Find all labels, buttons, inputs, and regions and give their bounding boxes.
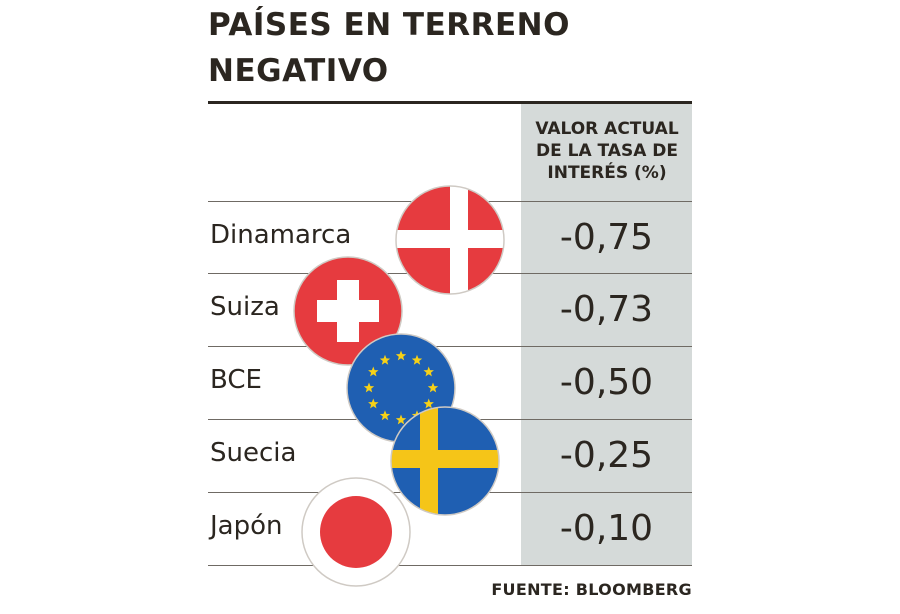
row-separator	[208, 346, 692, 347]
japan-flag-icon	[301, 477, 411, 587]
column-header-line-1: VALOR ACTUAL	[535, 119, 679, 139]
value-column-header: VALOR ACTUAL DE LA TASA DE INTERÉS (%)	[527, 118, 687, 184]
row-label: Suecia	[210, 438, 297, 468]
title-rule	[208, 101, 692, 104]
row-label: Japón	[210, 511, 283, 541]
row-value: -0,73	[559, 289, 654, 330]
column-header-line-2: DE LA TASA DE	[535, 141, 679, 161]
chart-title: PAÍSES EN TERRENO NEGATIVO	[208, 2, 698, 94]
title-line-2: NEGATIVO	[208, 53, 389, 89]
row-value: -0,10	[559, 508, 654, 549]
source-note: FUENTE: BLOOMBERG	[491, 580, 692, 599]
sweden-flag-icon	[390, 406, 500, 516]
column-header-line-3: INTERÉS (%)	[547, 163, 667, 183]
row-value: -0,25	[559, 435, 654, 476]
row-value: -0,75	[559, 217, 654, 258]
denmark-flag-icon	[395, 185, 505, 295]
row-separator	[208, 565, 692, 566]
row-value: -0,50	[559, 362, 654, 403]
title-line-1: PAÍSES EN TERRENO	[208, 7, 570, 43]
row-label: BCE	[210, 365, 262, 395]
row-label: Dinamarca	[210, 220, 352, 250]
row-label: Suiza	[210, 292, 280, 322]
value-column-background	[521, 104, 692, 565]
